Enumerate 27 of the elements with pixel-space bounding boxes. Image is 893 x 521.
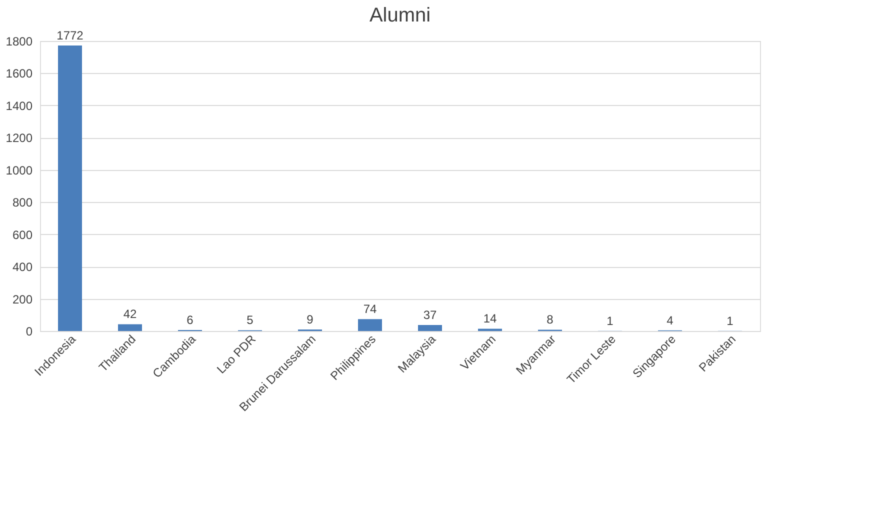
data-label: 1772 bbox=[56, 28, 84, 43]
bar bbox=[58, 46, 82, 331]
y-tick-label: 200 bbox=[12, 292, 33, 306]
bar bbox=[118, 324, 142, 331]
bar bbox=[358, 319, 382, 331]
y-tick-label: 1200 bbox=[6, 131, 33, 146]
data-label: 8 bbox=[546, 312, 554, 327]
y-tick-label: 1400 bbox=[6, 98, 33, 113]
data-label: 74 bbox=[363, 302, 377, 316]
data-label: 42 bbox=[123, 307, 137, 322]
y-tick-label: 600 bbox=[12, 228, 33, 242]
data-label: 5 bbox=[246, 313, 254, 328]
y-tick-label: 1800 bbox=[6, 34, 33, 48]
data-label: 1 bbox=[606, 314, 614, 328]
y-tick-label: 800 bbox=[12, 196, 33, 210]
data-label: 9 bbox=[306, 312, 314, 327]
data-label: 6 bbox=[186, 313, 194, 328]
y-tick-label: 1000 bbox=[6, 163, 33, 178]
chart-title: Alumni bbox=[369, 4, 431, 27]
y-tick-label: 0 bbox=[26, 324, 33, 338]
y-tick-label: 1600 bbox=[6, 66, 33, 81]
data-label: 37 bbox=[423, 308, 437, 322]
data-label: 4 bbox=[666, 313, 674, 328]
y-tick-label: 400 bbox=[12, 260, 33, 274]
data-label: 1 bbox=[726, 314, 734, 328]
bar bbox=[418, 325, 442, 331]
data-label: 14 bbox=[483, 312, 497, 326]
